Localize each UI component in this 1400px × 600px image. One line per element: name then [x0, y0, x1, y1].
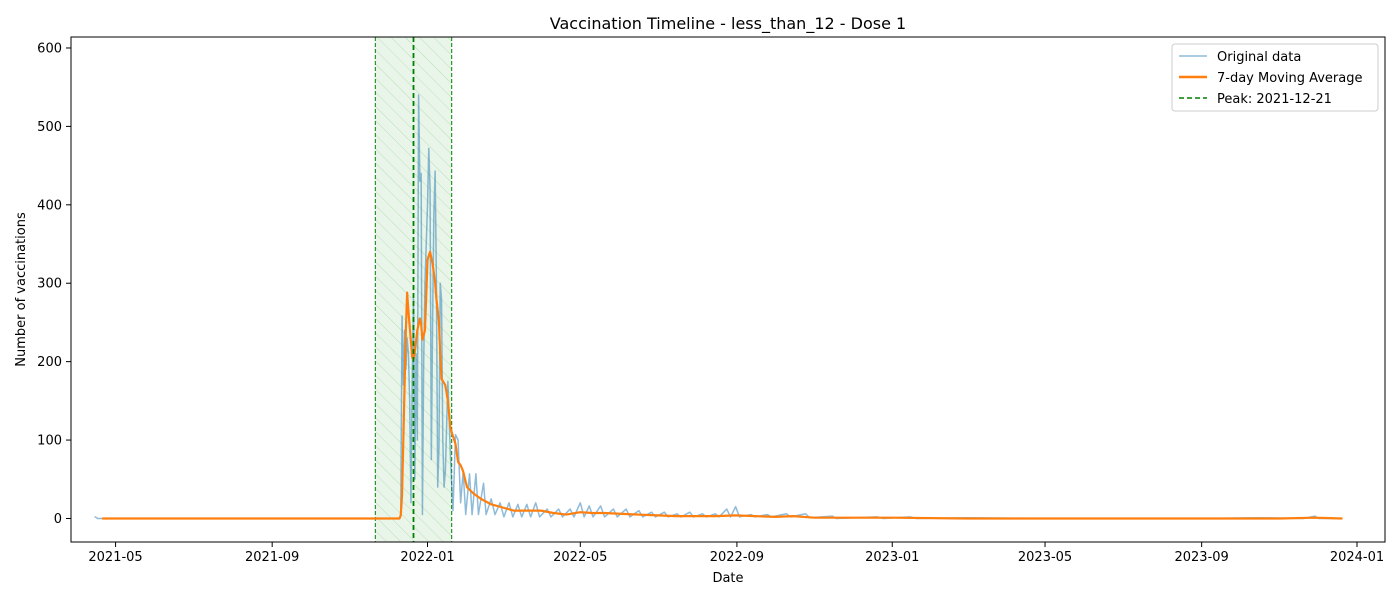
legend: Original data 7-day Moving Average Peak:…: [1171, 43, 1379, 112]
y-tick-label: 200: [37, 355, 62, 370]
legend-label-moving-average: 7-day Moving Average: [1217, 71, 1363, 86]
series-group: [94, 94, 1343, 520]
chart-title: Vaccination Timeline - less_than_12 - Do…: [550, 14, 906, 34]
legend-box: [1171, 43, 1379, 112]
y-tick-label: 100: [37, 434, 62, 449]
x-tick-label: 2023-09: [1174, 550, 1228, 565]
x-tick-label: 2022-05: [553, 550, 607, 565]
x-tick-label: 2024-01: [1330, 550, 1384, 565]
x-tick-label: 2023-05: [1018, 550, 1072, 565]
x-tick-label: 2021-09: [245, 550, 299, 565]
series-line-original-data: [94, 94, 1343, 520]
plot-frame: [70, 36, 1386, 543]
series-line-moving-average: [101, 250, 1343, 520]
y-axis: 0 100 200 300 400 500 600: [37, 41, 71, 527]
y-axis-label: Number of vaccinations: [14, 212, 29, 367]
y-tick-label: 0: [54, 512, 62, 527]
x-tick-label: 2022-09: [710, 550, 764, 565]
y-tick-label: 400: [37, 198, 62, 213]
y-tick-label: 300: [37, 277, 62, 292]
y-tick-label: 500: [37, 120, 62, 135]
x-tick-label: 2021-05: [88, 550, 142, 565]
legend-label-original-data: Original data: [1217, 50, 1301, 65]
y-tick-label: 600: [37, 41, 62, 56]
x-tick-label: 2023-01: [865, 550, 919, 565]
x-axis-label: Date: [712, 571, 743, 586]
x-axis: 2021-05 2021-09 2022-01 2022-05 2022-09 2023-…: [88, 542, 1384, 565]
legend-label-peak: Peak: 2021-12-21: [1217, 92, 1332, 107]
x-tick-label: 2022-01: [400, 550, 454, 565]
